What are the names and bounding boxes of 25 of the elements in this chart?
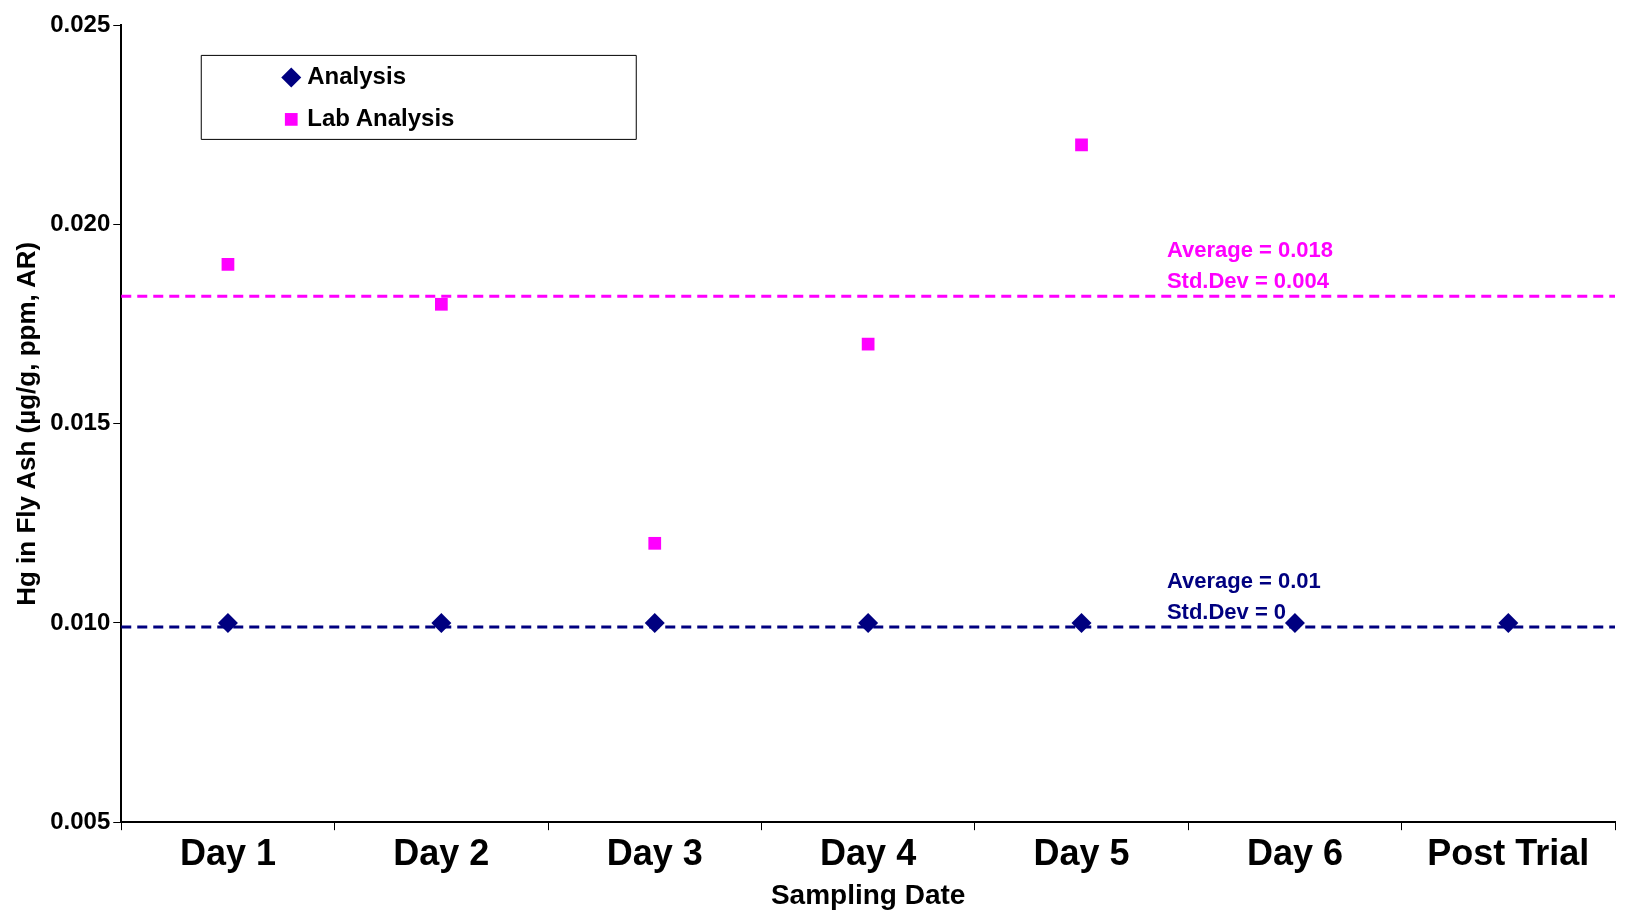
point	[1498, 613, 1519, 633]
x-tick-label: Day 6	[1246, 831, 1343, 873]
x-tick-label: Day 4	[820, 831, 917, 873]
y-tick-label: 0.020	[50, 209, 111, 237]
point	[648, 536, 662, 550]
legend-label: Lab Analysis	[307, 104, 455, 132]
x-tick-label: Day 1	[179, 831, 276, 873]
point	[217, 613, 238, 633]
legend-label: Analysis	[307, 62, 406, 90]
y-axis-title: Hg in Fly Ash (µg/g, ppm, AR)	[10, 241, 41, 606]
point	[434, 297, 448, 311]
ref-line-label: Average = 0.018 Std.Dev = 0.004	[1166, 237, 1334, 294]
point	[221, 258, 235, 271]
x-tick-label: Post Trial	[1427, 831, 1590, 873]
y-tick-label: 0.010	[50, 607, 111, 635]
point	[1075, 138, 1088, 152]
ref-line-label: Average = 0.01 Std.Dev = 0	[1166, 567, 1321, 624]
y-tick-label: 0.025	[50, 10, 111, 38]
x-tick-label: Day 2	[393, 831, 490, 873]
point	[858, 613, 879, 633]
x-tick-label: Day 5	[1033, 831, 1130, 873]
y-tick-label: 0.015	[50, 408, 111, 436]
y-tick-label: 0.005	[50, 806, 111, 834]
x-axis-title: Sampling Date	[770, 878, 966, 910]
x-tick-label: Day 3	[606, 831, 703, 873]
